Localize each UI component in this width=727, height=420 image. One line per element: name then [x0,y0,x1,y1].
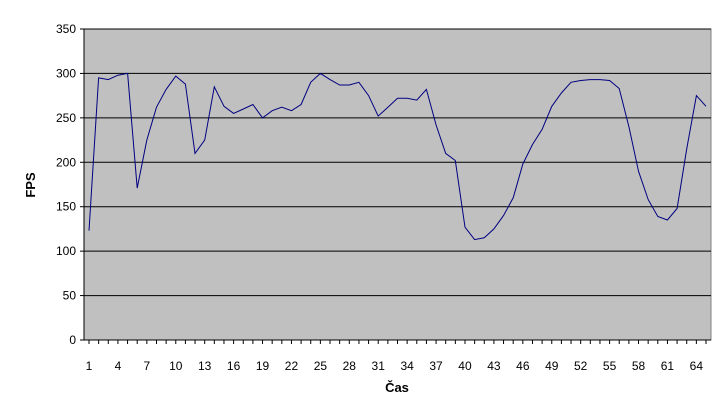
x-tick-label-16: 16 [227,359,241,373]
y-axis-title: FPS [23,172,38,198]
gridlines [83,28,711,341]
x-tick-label-4: 4 [115,359,122,373]
x-axis-ticks: 1 4 7 10 13 16 19 22 25 28 31 34 37 40 43 46 49 52 55 58 61 6… [86,340,707,373]
x-tick-label-19: 19 [256,359,270,373]
y-tick-label-50: 50 [63,289,77,303]
x-tick-label-13: 13 [198,359,212,373]
y-tick-label-250: 250 [56,111,76,125]
fps-series-line [88,72,707,241]
y-tick-label-0: 0 [69,333,76,347]
x-tick-label-10: 10 [169,359,183,373]
x-tick-label-64: 64 [690,359,704,373]
x-tick-label-49: 49 [545,359,559,373]
x-tick-label-46: 46 [516,359,530,373]
x-tick-label-55: 55 [603,359,617,373]
x-tick-label-43: 43 [487,359,501,373]
x-tick-label-52: 52 [574,359,588,373]
x-tick-label-25: 25 [314,359,328,373]
x-tick-label-31: 31 [372,359,386,373]
y-tick-label-150: 150 [56,200,76,214]
x-tick-label-40: 40 [458,359,472,373]
x-tick-label-1: 1 [86,359,93,373]
y-tick-label-350: 350 [56,22,76,36]
x-axis-title: Čas [385,380,409,395]
x-tick-label-28: 28 [343,359,357,373]
x-tick-label-61: 61 [661,359,675,373]
y-tick-label-300: 300 [56,66,76,80]
x-tick-label-58: 58 [632,359,646,373]
y-axis-ticks: 0 50 100 150 200 250 300 350 [56,22,84,347]
x-tick-label-22: 22 [285,359,299,373]
x-tick-label-7: 7 [144,359,151,373]
plot-area [83,28,712,341]
y-tick-label-100: 100 [56,244,76,258]
x-tick-label-34: 34 [400,359,414,373]
x-tick-label-37: 37 [429,359,443,373]
y-tick-label-200: 200 [56,155,76,169]
